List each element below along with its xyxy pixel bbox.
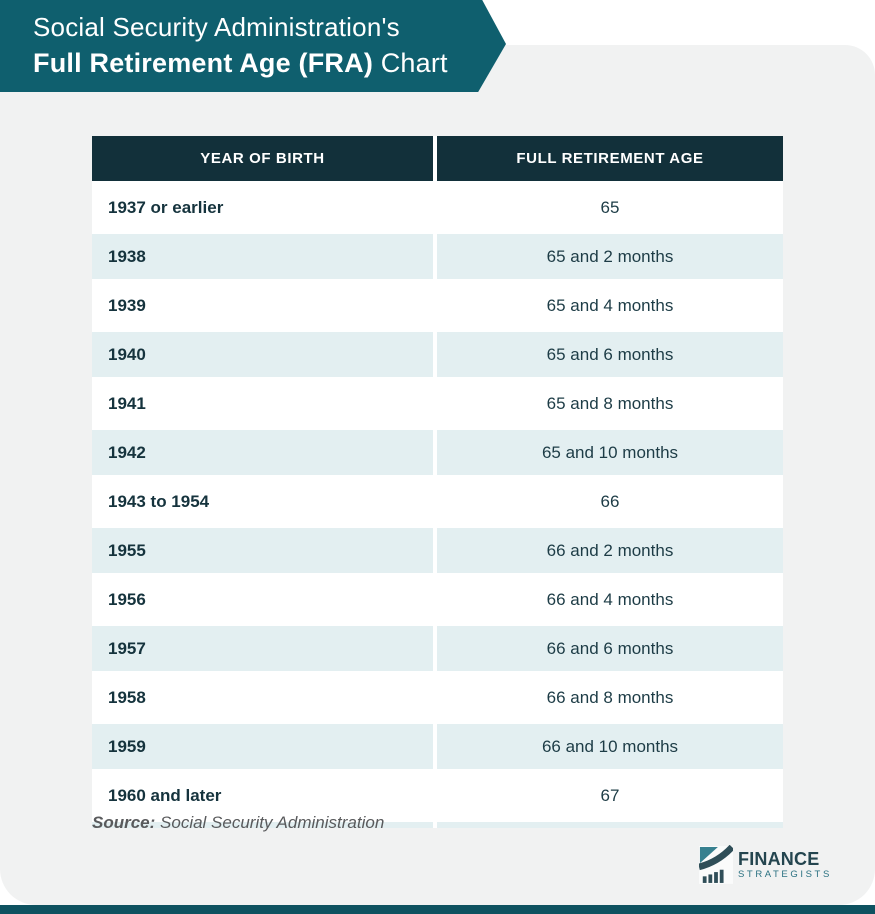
table-header-row: YEAR OF BIRTH FULL RETIREMENT AGE [92, 136, 783, 185]
year-of-birth-cell: 1939 [92, 283, 437, 332]
table-body: 1937 or earlier 65 1938 65 and 2 months 1939… [92, 185, 783, 822]
table-row: 1960 and later 67 [92, 773, 783, 822]
year-of-birth-cell: 1941 [92, 381, 437, 430]
year-of-birth-cell: 1958 [92, 675, 437, 724]
table-row: 1955 66 and 2 months [92, 528, 783, 577]
year-of-birth-cell: 1938 [92, 234, 437, 283]
year-of-birth-cell: 1942 [92, 430, 437, 479]
table-row: 1959 66 and 10 months [92, 724, 783, 773]
banner-title-line2: Full Retirement Age (FRA) Chart [33, 45, 506, 81]
source-text: Social Security Administration [160, 813, 385, 832]
header-full-retirement-age: FULL RETIREMENT AGE [437, 136, 783, 185]
year-of-birth-cell: 1957 [92, 626, 437, 675]
table-row: 1942 65 and 10 months [92, 430, 783, 479]
table-row: 1940 65 and 6 months [92, 332, 783, 381]
logo-finance-text: FINANCE [738, 848, 820, 869]
fra-table: YEAR OF BIRTH FULL RETIREMENT AGE 1937 o… [92, 136, 783, 828]
year-of-birth-cell: 1956 [92, 577, 437, 626]
full-retirement-age-cell: 66 and 4 months [437, 577, 783, 626]
bottom-accent-bar [0, 905, 875, 914]
source-note: Source: Social Security Administration [92, 813, 384, 833]
year-of-birth-cell: 1943 to 1954 [92, 479, 437, 528]
full-retirement-age-cell: 66 and 8 months [437, 675, 783, 724]
logo-strategists-text: STRATEGISTS [738, 868, 832, 880]
table-row: 1957 66 and 6 months [92, 626, 783, 675]
year-of-birth-cell: 1959 [92, 724, 437, 773]
table-bottom-strip [92, 822, 783, 828]
banner-title-line1: Social Security Administration's [33, 12, 400, 42]
table-row: 1938 65 and 2 months [92, 234, 783, 283]
table-row: 1939 65 and 4 months [92, 283, 783, 332]
title-banner: Social Security Administration's Full Re… [0, 0, 506, 92]
banner-title-bold: Full Retirement Age (FRA) [33, 48, 374, 78]
banner-title-rest: Chart [373, 48, 448, 78]
full-retirement-age-cell: 65 and 6 months [437, 332, 783, 381]
year-of-birth-cell: 1940 [92, 332, 437, 381]
source-label: Source: [92, 813, 156, 832]
year-of-birth-cell: 1955 [92, 528, 437, 577]
full-retirement-age-cell: 66 [437, 479, 783, 528]
full-retirement-age-cell: 65 and 8 months [437, 381, 783, 430]
full-retirement-age-cell: 66 and 6 months [437, 626, 783, 675]
full-retirement-age-cell: 67 [437, 773, 783, 822]
full-retirement-age-cell: 65 and 2 months [437, 234, 783, 283]
table-row: 1958 66 and 8 months [92, 675, 783, 724]
full-retirement-age-cell: 65 and 4 months [437, 283, 783, 332]
finance-strategists-logo: FINANCE STRATEGISTS [699, 845, 832, 885]
full-retirement-age-cell: 66 and 10 months [437, 724, 783, 773]
logo-text-block: FINANCE STRATEGISTS [738, 848, 832, 881]
full-retirement-age-cell: 65 [437, 185, 783, 234]
finance-strategists-icon [699, 845, 733, 884]
year-of-birth-cell: 1937 or earlier [92, 185, 437, 234]
full-retirement-age-cell: 66 and 2 months [437, 528, 783, 577]
table-row: 1956 66 and 4 months [92, 577, 783, 626]
full-retirement-age-cell: 65 and 10 months [437, 430, 783, 479]
header-year-of-birth: YEAR OF BIRTH [92, 136, 437, 185]
table-row: 1943 to 1954 66 [92, 479, 783, 528]
table-row: 1941 65 and 8 months [92, 381, 783, 430]
year-of-birth-cell: 1960 and later [92, 773, 437, 822]
table-row: 1937 or earlier 65 [92, 185, 783, 234]
